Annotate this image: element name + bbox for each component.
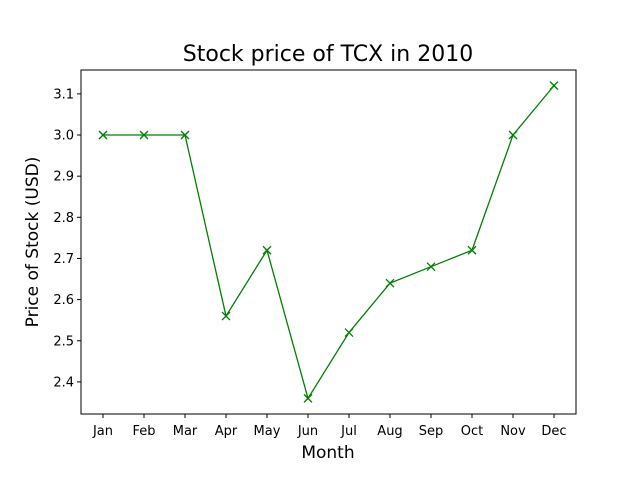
x-tick-label: Jul [340,424,357,439]
data-point-marker [344,328,354,337]
y-tick-label: 2.5 [53,334,74,349]
x-axis: Jan Feb Mar Apr May Jun Jul Aug Sep Oct Nov Dec [92,414,567,439]
series-line [103,85,555,400]
data-point-marker [98,130,108,140]
y-tick-label: 2.6 [53,293,74,308]
x-tick-label: Jun [297,424,318,439]
x-tick-label: Aug [377,424,402,439]
y-tick-label: 3.0 [53,129,74,144]
chart-title: Stock price of TCX in 2010 [183,42,473,67]
plot-frame [80,69,577,415]
x-tick-label: Sep [419,424,444,439]
x-tick-label: Apr [215,424,238,439]
y-tick-label: 3.1 [53,87,74,102]
x-tick-label: Feb [132,424,155,439]
y-axis-label: Price of Stock (USD) [23,157,43,328]
x-tick-label: Oct [461,424,483,439]
y-tick-label: 2.7 [53,252,74,267]
x-tick-label: Dec [541,424,566,439]
data-point-marker [180,130,190,140]
data-point-marker [262,245,272,255]
x-tick-label: Nov [500,424,526,439]
x-tick-label: May [254,424,281,439]
y-tick-label: 2.8 [53,211,74,226]
data-point-marker [426,262,436,272]
series-layer [98,81,559,403]
plot-area [80,69,577,415]
data-point-marker [385,278,395,288]
data-point-marker [508,130,518,140]
y-axis: 2.4 2.5 2.6 2.7 2.8 2.9 3.0 3.1 [53,87,81,390]
data-point-marker [139,130,149,140]
x-tick-label: Mar [173,424,198,439]
data-point-marker [221,311,231,321]
data-point-marker [549,81,559,91]
x-axis-label: Month [301,443,354,463]
x-tick-label: Jan [92,424,113,439]
y-tick-label: 2.9 [53,170,74,185]
data-point-marker [467,245,477,255]
y-tick-label: 2.4 [53,375,74,390]
data-point-marker [303,393,313,403]
